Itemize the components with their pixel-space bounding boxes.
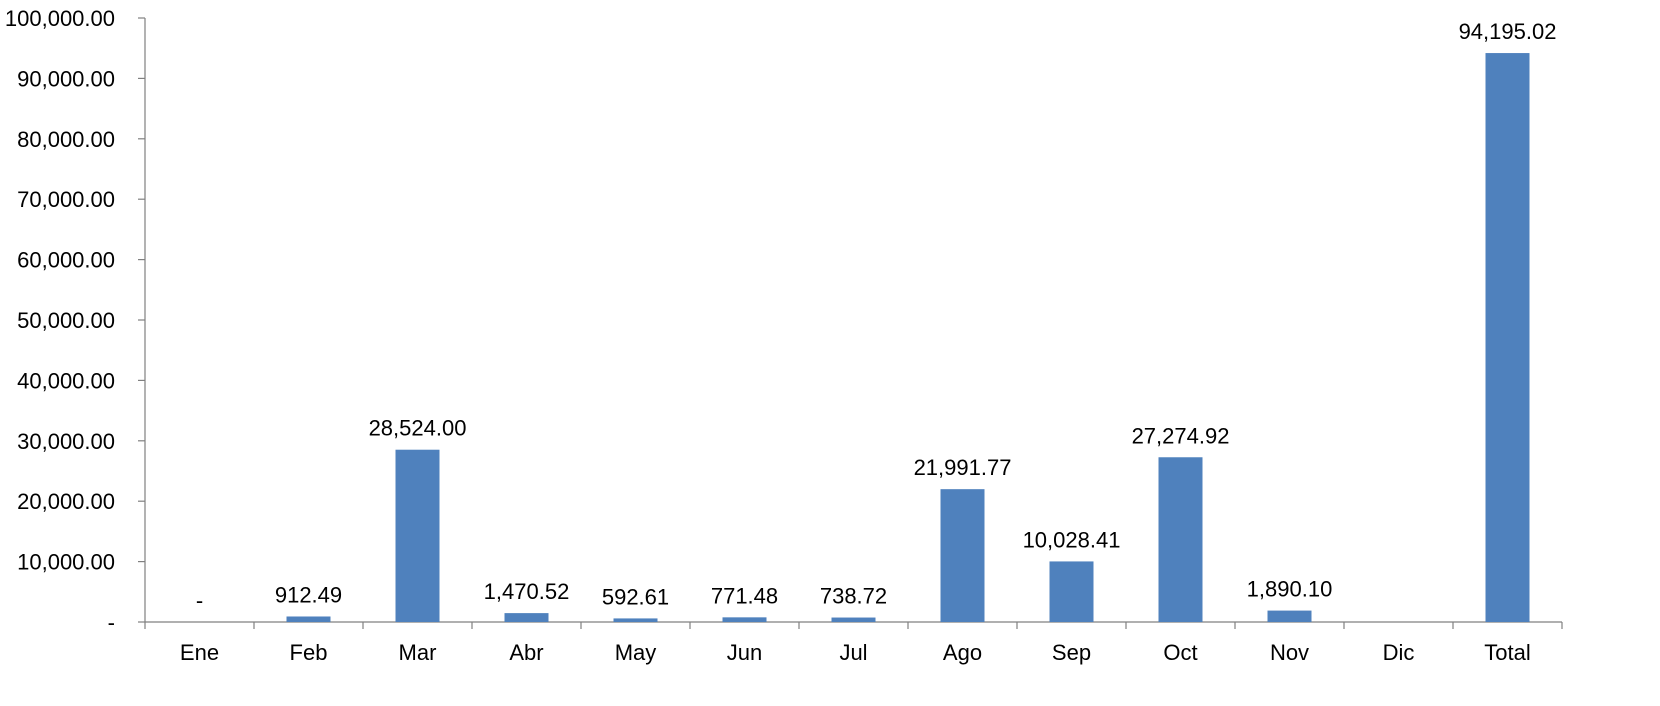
x-tick-label: Nov [1270,640,1309,665]
y-tick-label: 60,000.00 [17,248,115,273]
bar [940,489,985,622]
bar [1267,610,1312,622]
y-tick-label: 80,000.00 [17,127,115,152]
data-label: 28,524.00 [369,416,467,441]
data-label: 27,274.92 [1132,423,1230,448]
data-label: 912.49 [275,582,342,607]
data-label: 94,195.02 [1459,19,1557,44]
x-tick-label: Mar [399,640,437,665]
bar [395,449,440,622]
data-label: 21,991.77 [914,455,1012,480]
bar [831,617,876,622]
y-tick-label: 10,000.00 [17,550,115,575]
data-label: 592.61 [602,584,669,609]
bar [722,617,767,622]
data-label: 771.48 [711,583,778,608]
x-axis: Ene Feb Mar Abr May Jun Jul Ago Sep Oct Nov Dic Tota… [144,621,1563,665]
y-tick-label: - [108,610,115,635]
y-tick-label: 50,000.00 [17,308,115,333]
data-label: 738.72 [820,584,887,609]
data-label: 1,470.52 [484,579,570,604]
bar [286,616,331,622]
x-tick-label: Oct [1163,640,1197,665]
y-axis: - 10,000.00 20,000.00 30,000.00 40,000.00 50,… [5,6,146,635]
x-tick-label: Sep [1052,640,1091,665]
bar [1049,561,1094,622]
x-tick-label: Abr [509,640,543,665]
bar [1158,457,1203,622]
y-tick-label: 40,000.00 [17,368,115,393]
x-tick-label: Jul [839,640,867,665]
x-tick-label: Feb [290,640,328,665]
data-label: 10,028.41 [1023,527,1121,552]
x-tick-label: Ago [943,640,982,665]
y-tick-label: 20,000.00 [17,489,115,514]
x-tick-label: May [615,640,657,665]
y-tick-label: 90,000.00 [17,66,115,91]
bars [286,53,1530,623]
y-tick-label: 30,000.00 [17,429,115,454]
y-tick-label: 100,000.00 [5,6,115,31]
y-tick-label: 70,000.00 [17,187,115,212]
bar [1485,53,1530,623]
data-label: - [196,588,203,613]
x-tick-label: Total [1484,640,1530,665]
bar [613,618,658,622]
x-tick-label: Ene [180,640,219,665]
x-tick-label: Dic [1383,640,1415,665]
x-tick-label: Jun [727,640,762,665]
bar [504,613,549,622]
data-label: 1,890.10 [1247,577,1333,602]
data-labels: - 912.49 28,524.00 1,470.52 592.61 771.48 738.… [196,19,1557,613]
